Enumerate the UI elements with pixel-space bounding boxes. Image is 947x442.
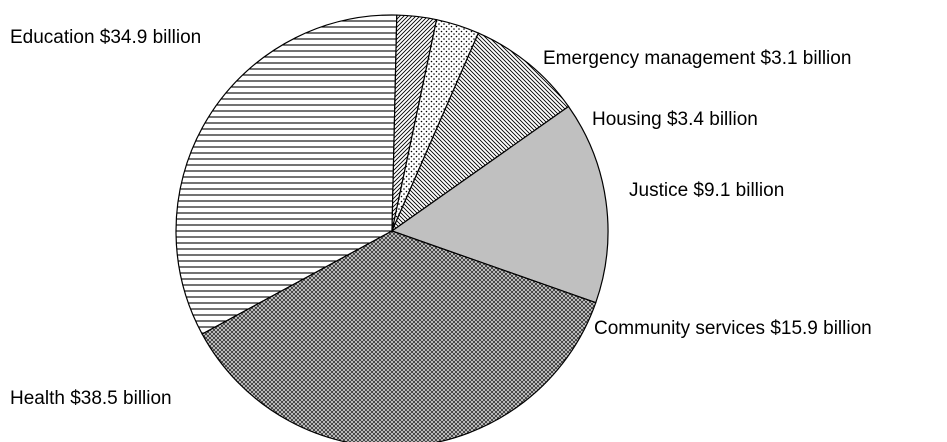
label-emergency-management: Emergency management $3.1 billion [543, 48, 851, 69]
slice-health [201, 230, 597, 442]
pie-labels: Education $34.9 billion Emergency managem… [10, 27, 872, 409]
label-community-services: Community services $15.9 billion [594, 318, 872, 339]
label-health: Health $38.5 billion [10, 388, 172, 409]
slice-education [175, 14, 398, 335]
pie-slices [175, 14, 609, 442]
label-education: Education $34.9 billion [10, 27, 201, 48]
slice-community-services [390, 105, 609, 304]
label-justice: Justice $9.1 billion [629, 180, 784, 201]
slice-justice [390, 32, 570, 233]
label-housing: Housing $3.4 billion [592, 109, 758, 130]
